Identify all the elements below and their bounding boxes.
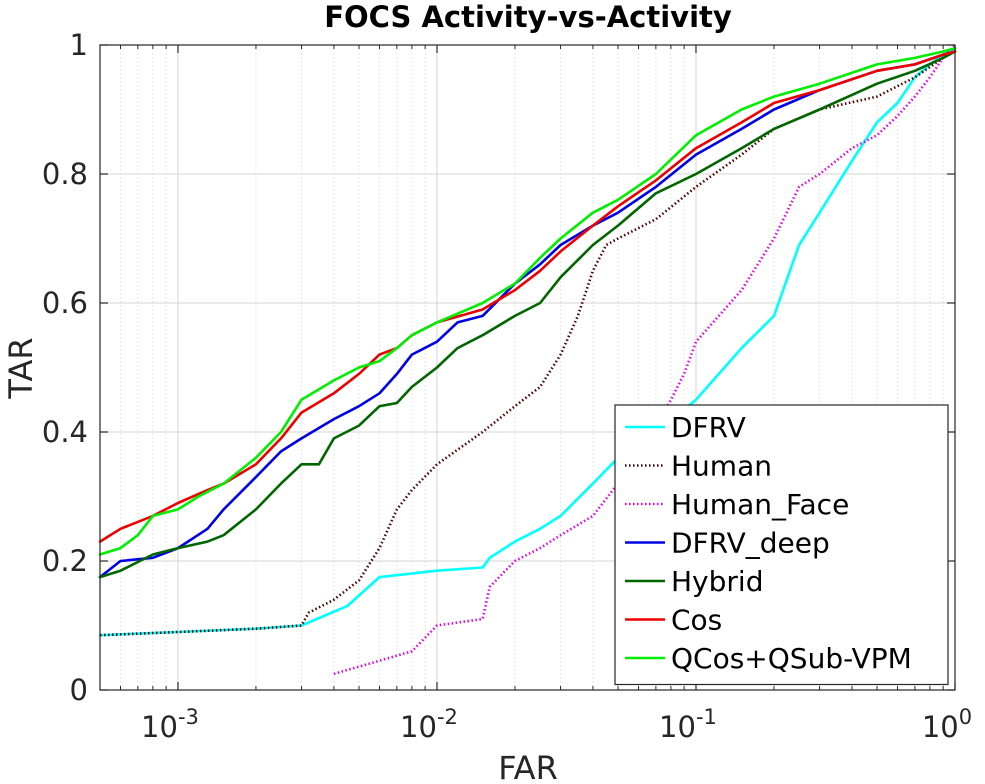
- y-tick-label: 0: [70, 673, 88, 707]
- legend: DFRV Human Human_Face DFRV_deep Hybrid Cos QCo…: [614, 404, 949, 686]
- legend-label: DFRV_deep: [671, 527, 830, 560]
- y-axis-label: TAR: [2, 337, 40, 399]
- legend-label: DFRV: [671, 411, 746, 444]
- series-line-dfrv-deep: [98, 50, 957, 579]
- y-tick-label: 0.6: [42, 286, 88, 320]
- y-tick-label: 1: [70, 28, 88, 62]
- legend-label: Hybrid: [671, 565, 763, 598]
- series-layer: [98, 44, 957, 676]
- chart-title: FOCS Activity-vs-Activity: [324, 0, 732, 34]
- x-axis-label: FAR: [498, 749, 558, 784]
- y-tick-label: 0.4: [42, 415, 88, 449]
- legend-label: Human: [671, 450, 772, 483]
- legend-label: QCos+QSub-VPM: [671, 642, 912, 675]
- legend-label: Human_Face: [671, 488, 849, 521]
- ticks-layer: 0 0.2 0.4 0.6 0.8 1 10-3 10-2 10-1 100: [42, 28, 972, 744]
- x-tick-label: 10-1: [659, 705, 717, 744]
- y-tick-label: 0.8: [42, 157, 88, 191]
- x-tick-label: 10-2: [400, 705, 458, 744]
- series-line-qcos-qsub-vpm: [98, 46, 957, 556]
- x-tick-label: 10-3: [141, 705, 199, 744]
- series-line-human-face: [333, 44, 956, 676]
- x-tick-label: 100: [922, 705, 972, 744]
- series-line-hybrid: [98, 50, 957, 579]
- y-tick-label: 0.2: [42, 544, 88, 578]
- axes-box: [99, 44, 956, 691]
- legend-label: Cos: [671, 604, 722, 637]
- legend-box: [614, 404, 949, 686]
